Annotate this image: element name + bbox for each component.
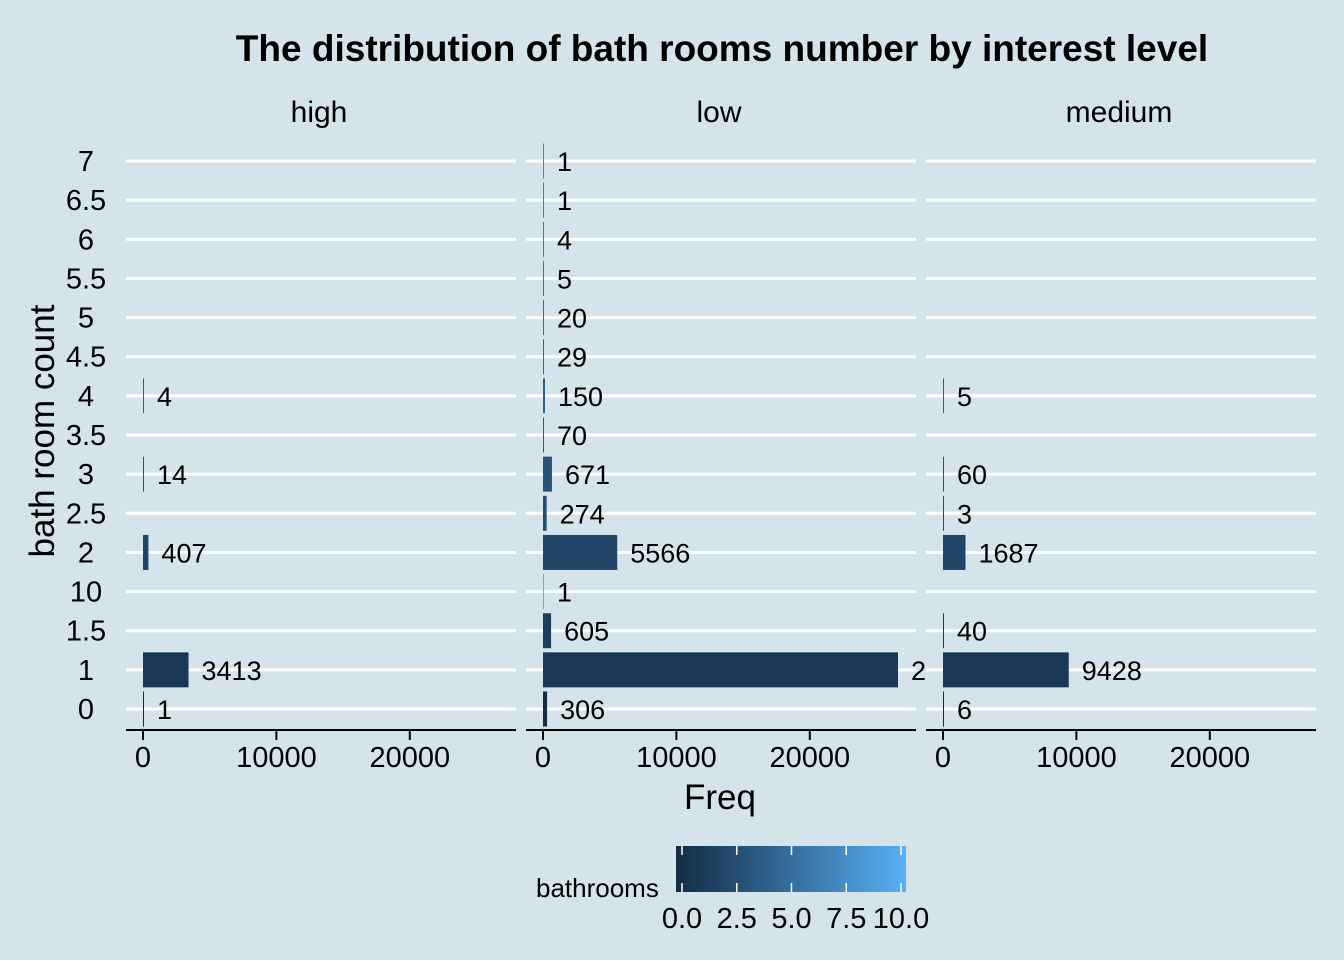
bar [143,378,144,414]
bar [143,456,144,492]
bar [543,260,544,296]
bar-value-label: 9428 [1082,656,1142,686]
bar-value-label: 6 [957,695,972,725]
x-tick-label: 20000 [1169,742,1250,774]
bar [943,378,944,414]
legend-tick-label: 0.0 [662,903,702,935]
y-tick-label: 6 [78,224,94,256]
legend-tick-label: 2.5 [717,903,757,935]
bar [943,534,966,570]
bar-value-label: 4 [557,225,572,255]
bar-value-label: 70 [557,421,587,451]
bar [943,495,944,531]
y-tick-label: 2.5 [66,498,106,530]
bar [543,143,544,179]
bar [543,182,544,218]
y-tick-label: 10 [70,577,102,609]
x-tick-label: 20000 [369,742,450,774]
bar-value-label: 671 [565,460,610,490]
bar [543,300,544,336]
bar-value-label: 60 [957,460,987,490]
legend-title: bathrooms [536,873,659,903]
bar [543,339,544,375]
y-tick-label: 0 [78,694,94,726]
y-tick-label: 1 [78,655,94,687]
x-tick-label: 0 [135,742,151,774]
y-tick-label: 5.5 [66,263,106,295]
y-tick-label: 7 [78,146,94,178]
bar-value-label: 1687 [979,538,1039,568]
y-tick-label: 3.5 [66,420,106,452]
x-tick-label: 0 [935,742,951,774]
legend-tick-label: 7.5 [826,903,866,935]
x-tick-label: 10000 [1036,742,1117,774]
y-tick-label: 4.5 [66,342,106,374]
y-axis: 0 1 1.5 10 2 2.5 3 3.5 4 4.5 5 5.5 6 6.5 7 [66,146,106,726]
facet-panel: high 1 3413 407 14 4 0 10000 20000 [126,96,516,774]
bar-value-label: 1 [557,147,572,177]
y-tick-label: 4 [78,381,94,413]
bar [543,456,552,492]
bar [543,417,544,453]
bar-value-label: 274 [560,499,605,529]
y-tick-label: 1.5 [66,616,106,648]
bar [543,534,618,570]
bar-value-label: 5566 [630,538,690,568]
bar-value-label: 3413 [202,656,262,686]
bar-value-label: 20 [557,304,587,334]
y-tick-label: 5 [78,303,94,335]
bar [543,652,898,688]
x-tick-label: 0 [535,742,551,774]
bar-value-label: 5 [957,382,972,412]
bar-value-label: 1 [157,695,172,725]
facet-panel: low 306 2 605 1 5566 274 671 70 150 29 20 5 4 1 1 0 10000… [526,96,926,774]
bar-value-label: 407 [161,538,206,568]
y-tick-label: 2 [78,537,94,569]
bar-value-label: 2 [911,656,926,686]
x-tick-label: 10000 [636,742,717,774]
chart-title: The distribution of bath rooms number by… [236,28,1208,69]
bar-value-label: 4 [157,382,172,412]
bar-value-label: 1 [557,186,572,216]
bar [543,495,547,531]
bar [543,574,544,610]
bar-value-label: 3 [957,499,972,529]
bar-value-label: 605 [564,617,609,647]
bar [943,613,944,649]
x-tick-label: 10000 [236,742,317,774]
bar-value-label: 40 [957,617,987,647]
bar [543,691,548,727]
bar-value-label: 306 [560,695,605,725]
facet-strip-label: medium [1066,96,1173,129]
bar-value-label: 29 [557,343,587,373]
bar-value-label: 14 [157,460,187,490]
x-tick-label: 20000 [769,742,850,774]
bar-value-label: 5 [557,264,572,294]
y-tick-label: 6.5 [66,185,106,217]
facet-strip-label: high [291,96,348,129]
y-axis-title: bath room count [23,304,62,557]
bar [943,691,944,727]
y-tick-label: 3 [78,459,94,491]
bar [543,378,546,414]
bar [143,691,144,727]
facet-strip-label: low [696,96,741,129]
bar [943,456,944,492]
bar-value-label: 1 [557,578,572,608]
x-axis-title: Freq [684,778,756,817]
bar-value-label: 150 [558,382,603,412]
legend-tick-label: 5.0 [771,903,811,935]
legend-ticks: 0.0 2.5 5.0 7.5 10.0 [662,846,929,935]
bar [143,652,189,688]
bar [543,221,544,257]
bar [943,652,1069,688]
legend-tick-label: 10.0 [873,903,929,935]
bar [543,613,552,649]
color-legend: bathrooms 0.0 2.5 5.0 7.5 10.0 [536,846,929,935]
bar [143,534,149,570]
